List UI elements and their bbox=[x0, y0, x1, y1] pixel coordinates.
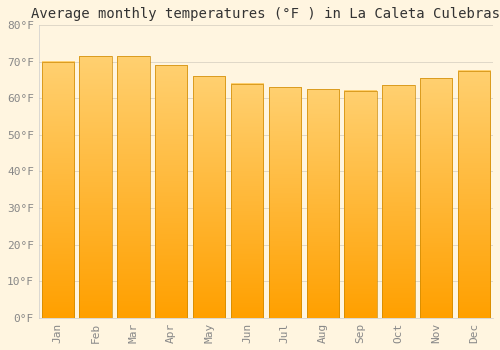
Bar bbox=[269, 87, 301, 318]
Bar bbox=[80, 56, 112, 318]
Bar bbox=[458, 71, 490, 318]
Bar bbox=[231, 84, 263, 318]
Bar bbox=[155, 65, 188, 318]
Title: Average monthly temperatures (°F ) in La Caleta Culebras: Average monthly temperatures (°F ) in La… bbox=[32, 7, 500, 21]
Bar bbox=[344, 91, 376, 318]
Bar bbox=[42, 62, 74, 318]
Bar bbox=[118, 56, 150, 318]
Bar bbox=[193, 76, 225, 318]
Bar bbox=[420, 78, 452, 318]
Bar bbox=[382, 85, 414, 318]
Bar bbox=[306, 89, 339, 318]
